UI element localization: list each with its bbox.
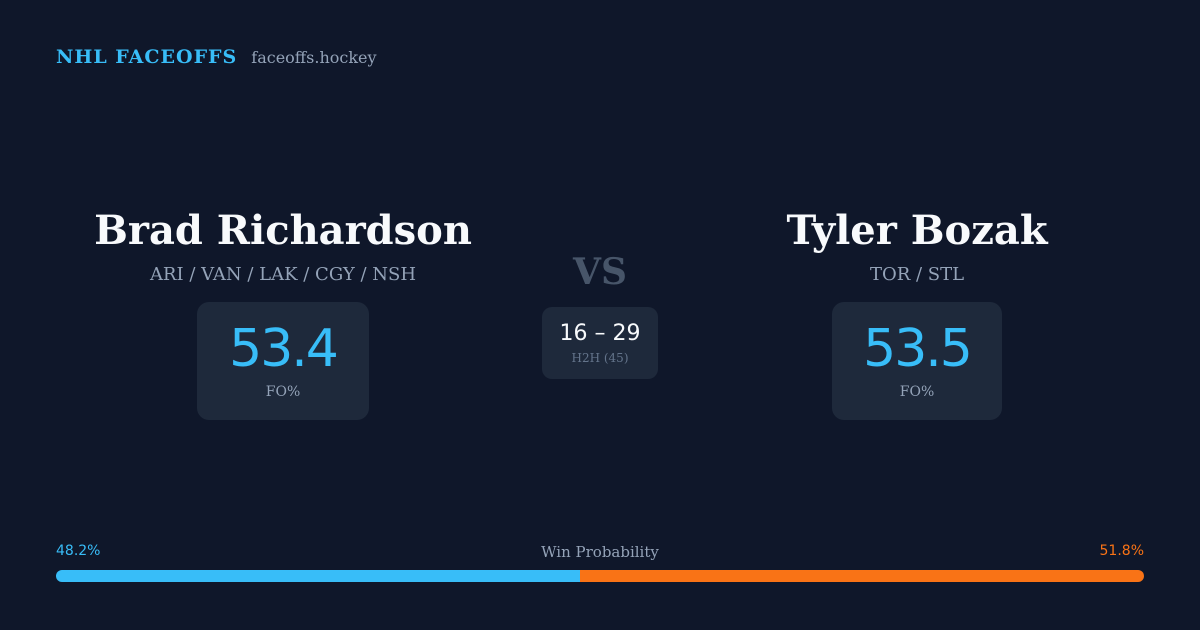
win-probability-title: Win Probability bbox=[541, 543, 659, 561]
player-right-name: Tyler Bozak bbox=[786, 207, 1048, 254]
win-probability-labels: 48.2% Win Probability 51.8% bbox=[56, 543, 1144, 563]
head-to-head-card: 16 – 29 H2H (45) bbox=[542, 307, 658, 379]
player-right-fo-label: FO% bbox=[899, 384, 935, 400]
player-right-stat-card: 53.5 FO% bbox=[832, 302, 1002, 420]
player-right: Tyler Bozak TOR / STL 53.5 FO% bbox=[707, 205, 1127, 420]
player-right-teams: TOR / STL bbox=[869, 264, 965, 285]
player-right-fo-value: 53.5 bbox=[863, 319, 973, 379]
versus-label: VS bbox=[573, 251, 627, 293]
brand-header: NHL FACEOFFS faceoffs.hockey bbox=[56, 46, 377, 68]
brand-site: faceoffs.hockey bbox=[251, 48, 377, 67]
brand-title: NHL FACEOFFS bbox=[56, 46, 238, 68]
head-to-head-label: H2H (45) bbox=[571, 350, 629, 365]
player-left-name: Brad Richardson bbox=[94, 207, 472, 254]
player-left-fo-label: FO% bbox=[265, 384, 301, 400]
player-left-fo-value: 53.4 bbox=[229, 319, 339, 379]
win-probability-bar-right bbox=[580, 570, 1144, 582]
win-probability-left: 48.2% bbox=[56, 543, 101, 559]
head-to-head-score: 16 – 29 bbox=[559, 320, 641, 346]
win-probability-bar-left bbox=[56, 570, 581, 582]
win-probability-bar bbox=[56, 570, 1144, 582]
player-left-teams: ARI / VAN / LAK / CGY / NSH bbox=[149, 264, 417, 285]
win-probability-right: 51.8% bbox=[1099, 543, 1144, 559]
player-left: Brad Richardson ARI / VAN / LAK / CGY / … bbox=[73, 205, 493, 420]
player-left-stat-card: 53.4 FO% bbox=[197, 302, 369, 420]
